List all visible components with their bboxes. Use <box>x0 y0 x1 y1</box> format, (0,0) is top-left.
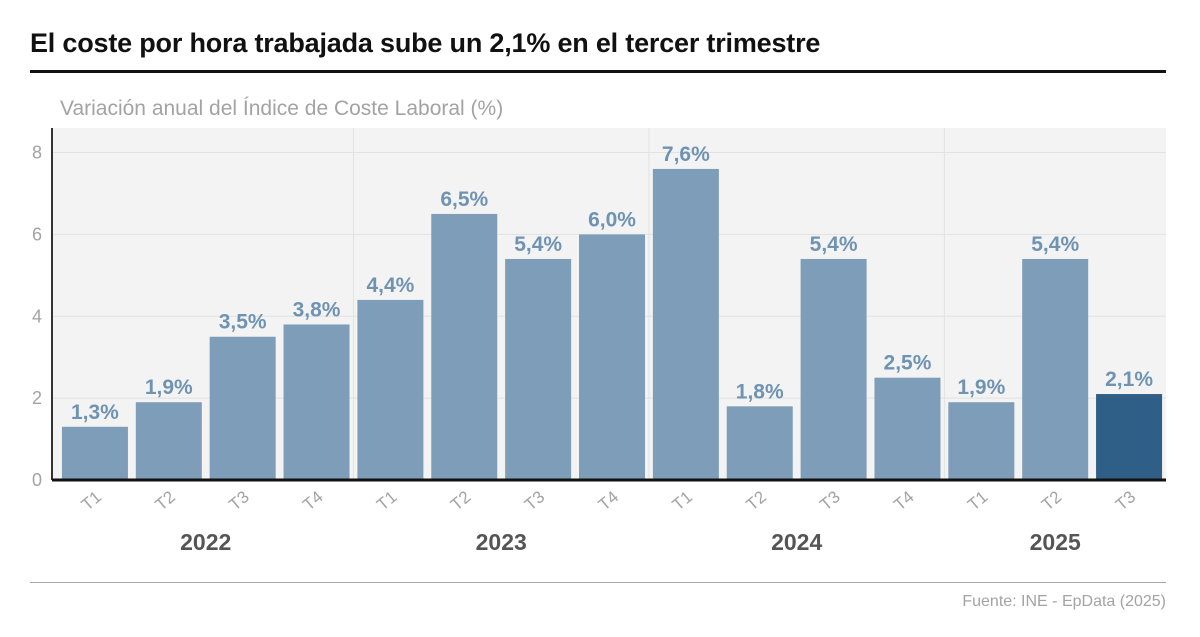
data-label: 1,9% <box>145 376 193 399</box>
bar <box>505 258 572 480</box>
year-label: 2023 <box>476 529 527 555</box>
x-tick-label: T4 <box>299 487 326 514</box>
bar <box>579 234 645 480</box>
bar <box>1022 258 1089 480</box>
x-tick-label: T1 <box>964 487 991 514</box>
x-tick-label: T2 <box>152 487 179 514</box>
data-label: 2,5% <box>884 352 932 375</box>
bar-chart: 0 2 4 6 8 1,3% 1,9% 3,5% 3,8% 4,4% 6,5% 5,4% 6,0% 7,6… <box>32 128 1166 555</box>
y-tick-label: 8 <box>32 143 42 163</box>
y-tick-label: 6 <box>32 224 42 244</box>
data-label: 4,4% <box>366 274 414 297</box>
x-tick-label: T4 <box>890 487 917 514</box>
y-tick-label: 4 <box>32 306 42 326</box>
x-tick-label: T2 <box>1038 487 1065 514</box>
year-label: 2024 <box>771 529 822 555</box>
data-label: 5,4% <box>810 233 858 256</box>
x-tick-label: T3 <box>1112 487 1139 514</box>
bar <box>800 258 867 480</box>
bar <box>726 406 793 480</box>
data-label: 5,4% <box>514 233 562 256</box>
data-label: 1,9% <box>957 376 1005 399</box>
data-label: 6,5% <box>440 188 488 211</box>
x-tick-label: T1 <box>78 487 105 514</box>
x-tick-label: T3 <box>521 487 548 514</box>
bar <box>874 377 941 480</box>
y-tick-label: 0 <box>32 470 42 490</box>
year-label: 2025 <box>1030 529 1081 555</box>
bar <box>1096 394 1163 480</box>
bar <box>431 213 498 480</box>
footer-divider <box>30 582 1166 583</box>
data-label: 3,8% <box>293 298 341 321</box>
x-tick-label: T1 <box>669 487 696 514</box>
headline-divider <box>30 70 1166 73</box>
bar <box>209 336 276 480</box>
bar <box>948 402 1015 480</box>
x-tick-label: T3 <box>816 487 843 514</box>
bar <box>283 324 350 480</box>
year-label: 2022 <box>180 529 231 555</box>
chart-headline: El coste por hora trabajada sube un 2,1%… <box>30 28 821 58</box>
source-note: Fuente: INE - EpData (2025) <box>962 593 1166 610</box>
data-label: 2,1% <box>1105 368 1153 391</box>
bar <box>135 402 202 480</box>
y-tick-label: 2 <box>32 388 42 408</box>
x-tick-label: T2 <box>447 487 474 514</box>
x-tick-label: T4 <box>595 487 622 514</box>
data-label: 6,0% <box>588 208 636 231</box>
data-label: 7,6% <box>662 143 710 166</box>
x-tick-label: T3 <box>225 487 252 514</box>
x-tick-label: T2 <box>742 487 769 514</box>
y-axis-label: Variación anual del Índice de Coste Labo… <box>60 97 504 120</box>
data-label: 3,5% <box>219 311 267 334</box>
bar <box>61 426 128 480</box>
data-label: 1,8% <box>736 380 784 403</box>
bar <box>652 168 719 480</box>
data-label: 1,3% <box>71 401 119 424</box>
x-tick-label: T1 <box>373 487 400 514</box>
data-label: 5,4% <box>1031 233 1079 256</box>
bar <box>357 299 424 480</box>
